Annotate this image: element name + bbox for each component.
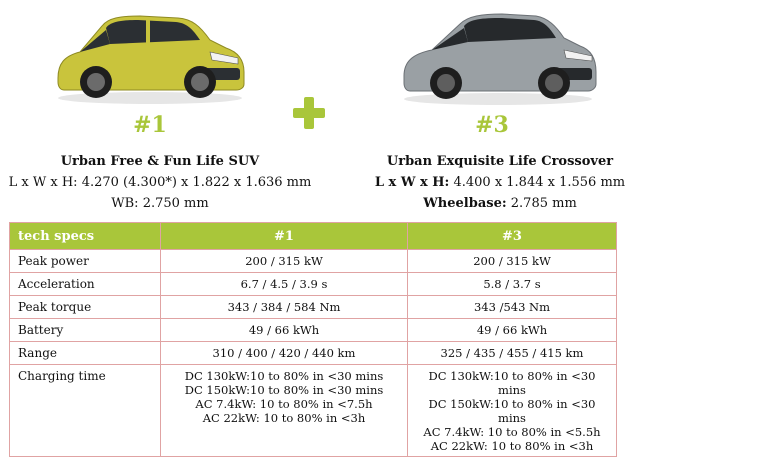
- row-label: Charging time: [9, 364, 161, 457]
- model-3-value: 343 /543 Nm: [407, 295, 617, 319]
- table-row: Charging time DC 130kW:10 to 80% in <30 …: [9, 364, 617, 457]
- header-model-1: #1: [160, 222, 408, 250]
- table-header-row: tech specs #1 #3: [9, 222, 617, 250]
- charging-line: AC 22kW: 10 to 80% in <3h: [202, 411, 366, 425]
- model-3-name: Urban Exquisite Life Crossover: [386, 154, 614, 169]
- dims-value: 4.400 x 1.844 x 1.556 mm: [453, 175, 626, 190]
- model-1-dimensions: L x W x H: 4.270 (4.300*) x 1.822 x 1.63…: [5, 172, 315, 193]
- charging-line: DC 150kW:10 to 80% in <30 mins: [184, 383, 384, 397]
- table-row: Peak power 200 / 315 kW 200 / 315 kW: [9, 249, 617, 273]
- wb-label: Wheelbase:: [423, 196, 507, 211]
- model-3-number: #3: [475, 112, 509, 138]
- wb-value: 2.785 mm: [510, 196, 577, 211]
- table-row: Battery 49 / 66 kWh 49 / 66 kWh: [9, 318, 617, 342]
- model-1-value: 6.7 / 4.5 / 3.9 s: [160, 272, 408, 296]
- model-1-value: 49 / 66 kWh: [160, 318, 408, 342]
- charging-line: DC 130kW:10 to 80% in <30 mins: [184, 369, 384, 383]
- model-3-value: 325 / 435 / 455 / 415 km: [407, 341, 617, 365]
- charging-line: AC 7.4kW: 10 to 80% in <5.5h: [423, 425, 601, 439]
- tech-specs-table: tech specs #1 #3 Peak power 200 / 315 kW…: [9, 222, 617, 457]
- row-label: Battery: [9, 318, 161, 342]
- table-row: Peak torque 343 / 384 / 584 Nm 343 /543 …: [9, 295, 617, 319]
- model-3-dimensions: L x W x H: 4.400 x 1.844 x 1.556 mm: [360, 172, 640, 193]
- car-image-model-1: [57, 15, 245, 104]
- car-image-model-3: [403, 13, 597, 105]
- row-label: Range: [9, 341, 161, 365]
- charging-line: DC 130kW:10 to 80% in <30 mins: [428, 369, 596, 397]
- model-1-number: #1: [133, 112, 167, 138]
- dims-value: 4.270 (4.300*) x 1.822 x 1.636 mm: [81, 175, 312, 190]
- model-1-value: 200 / 315 kW: [160, 249, 408, 273]
- model-1-value: 310 / 400 / 420 / 440 km: [160, 341, 408, 365]
- model-3-value: 200 / 315 kW: [407, 249, 617, 273]
- wb-value: 2.750 mm: [142, 196, 209, 211]
- charging-line: DC 150kW:10 to 80% in <30 mins: [428, 397, 596, 425]
- table-row: Range 310 / 400 / 420 / 440 km 325 / 435…: [9, 341, 617, 365]
- plus-icon: [293, 97, 325, 129]
- model-3-wheelbase: Wheelbase: 2.785 mm: [360, 193, 640, 214]
- model-1-name: Urban Free & Fun Life SUV: [60, 154, 260, 169]
- model-1-charging: DC 130kW:10 to 80% in <30 mins DC 150kW:…: [160, 364, 408, 457]
- model-3-charging: DC 130kW:10 to 80% in <30 mins DC 150kW:…: [407, 364, 617, 457]
- model-3-value: 5.8 / 3.7 s: [407, 272, 617, 296]
- model-3-value: 49 / 66 kWh: [407, 318, 617, 342]
- dims-label: L x W x H:: [374, 175, 450, 190]
- model-3-caption: Urban Exquisite Life Crossover L x W x H…: [360, 151, 640, 214]
- header-model-3: #3: [407, 222, 617, 250]
- dims-label: L x W x H:: [8, 175, 78, 190]
- header-tech-specs: tech specs: [9, 222, 161, 250]
- wb-label: WB:: [111, 196, 139, 211]
- row-label: Peak torque: [9, 295, 161, 319]
- model-1-value: 343 / 384 / 584 Nm: [160, 295, 408, 319]
- charging-line: AC 22kW: 10 to 80% in <3h: [430, 439, 594, 453]
- charging-line: AC 7.4kW: 10 to 80% in <7.5h: [195, 397, 373, 411]
- row-label: Acceleration: [9, 272, 161, 296]
- model-1-caption: Urban Free & Fun Life SUV L x W x H: 4.2…: [5, 151, 315, 214]
- table-row: Acceleration 6.7 / 4.5 / 3.9 s 5.8 / 3.7…: [9, 272, 617, 296]
- model-1-wheelbase: WB: 2.750 mm: [5, 193, 315, 214]
- row-label: Peak power: [9, 249, 161, 273]
